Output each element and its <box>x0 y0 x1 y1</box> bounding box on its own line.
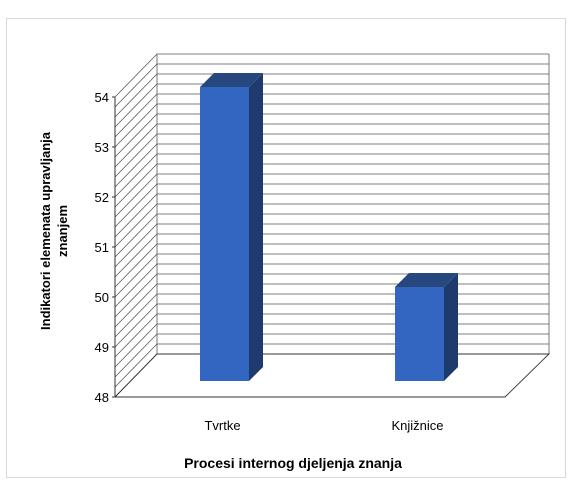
bar-top <box>200 73 263 87</box>
gridline <box>114 83 549 128</box>
gridline <box>114 353 549 398</box>
gridline <box>114 223 549 268</box>
category-labels: Tvrtke Knjižnice <box>204 418 443 433</box>
gridline <box>114 133 549 178</box>
x-axis-label: Procesi internog djeljenja znanja <box>184 455 402 471</box>
y-tick-label: 54 <box>95 90 109 105</box>
category-label: Tvrtke <box>204 418 240 433</box>
bar-top <box>395 273 458 287</box>
gridline <box>114 93 549 138</box>
gridline <box>114 73 549 118</box>
gridline <box>114 333 549 378</box>
gridline <box>114 163 549 208</box>
gridline <box>114 283 549 328</box>
gridline <box>114 263 549 308</box>
gridline <box>114 233 549 278</box>
gridlines <box>114 53 549 398</box>
gridline <box>114 203 549 248</box>
gridline <box>114 53 549 98</box>
gridline <box>114 253 549 298</box>
y-tick-label: 48 <box>95 390 109 405</box>
gridline <box>114 293 549 338</box>
gridline <box>114 243 549 288</box>
bar-knjižnice <box>395 287 444 381</box>
y-axis-label: Indikatori elemenata upravljanja znanjem <box>38 131 70 330</box>
gridline <box>114 143 549 188</box>
y-tick-label: 53 <box>95 140 109 155</box>
bars <box>200 73 458 381</box>
floor-outline <box>113 353 551 398</box>
gridline <box>114 103 549 148</box>
y-tick-labels: 48 49 50 51 52 53 54 <box>95 90 115 405</box>
gridline <box>114 173 549 218</box>
y-tick-label: 50 <box>95 290 109 305</box>
gridline <box>114 303 549 348</box>
gridline <box>114 273 549 318</box>
y-tick-label: 51 <box>95 240 109 255</box>
gridline <box>114 153 549 198</box>
gridline <box>114 123 549 168</box>
y-axis-label-line-1: Indikatori elemenata upravljanja <box>38 131 53 330</box>
category-label: Knjižnice <box>391 418 443 433</box>
bar-tvrtke <box>200 87 249 381</box>
gridline <box>114 183 549 228</box>
axes <box>113 54 551 398</box>
gridline <box>114 213 549 258</box>
gridline <box>114 113 549 158</box>
gridline <box>114 343 549 388</box>
y-axis-label-line-2: znanjem <box>55 205 70 257</box>
chart-frame <box>6 18 566 478</box>
gridline <box>114 313 549 358</box>
y-tick-label: 52 <box>95 190 109 205</box>
gridline <box>114 193 549 238</box>
y-tick-label: 49 <box>95 340 109 355</box>
bar-side <box>249 73 263 381</box>
gridline <box>114 323 549 368</box>
bar-side <box>444 273 458 381</box>
gridline <box>114 63 549 108</box>
